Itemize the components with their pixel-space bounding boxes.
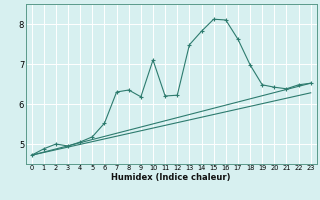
X-axis label: Humidex (Indice chaleur): Humidex (Indice chaleur) [111,173,231,182]
